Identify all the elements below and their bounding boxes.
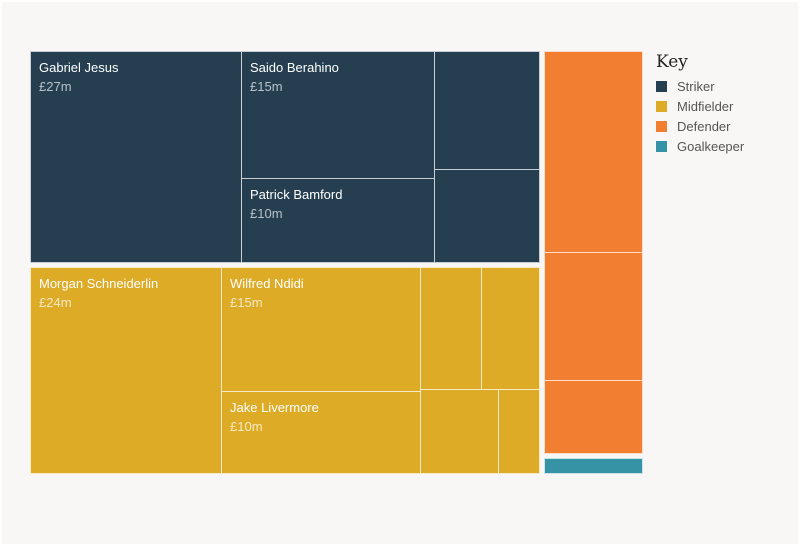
treemap-tile-defender xyxy=(544,380,643,454)
treemap-tile-midfielder xyxy=(481,267,540,390)
tile-fee-label: £27m xyxy=(39,79,72,94)
treemap-tile-striker: Saido Berahino £15m xyxy=(241,51,435,179)
tile-fee-label: £10m xyxy=(230,419,263,434)
tile-player-name: Morgan Schneiderlin xyxy=(39,276,159,291)
legend-item-midfielder: Midfielder xyxy=(656,96,744,116)
tile-player-name: Wilfred Ndidi xyxy=(230,276,304,291)
treemap-tile-midfielder xyxy=(498,389,540,474)
treemap-tile-midfielder xyxy=(420,267,482,390)
treemap-tile-midfielder: Wilfred Ndidi £15m xyxy=(221,267,421,392)
legend-swatch-midfielder xyxy=(656,100,667,112)
treemap-tile-midfielder xyxy=(420,389,499,474)
treemap-tile-defender xyxy=(544,252,643,381)
treemap-tile-midfielder: Jake Livermore £10m xyxy=(221,391,421,474)
treemap-tile-midfielder: Morgan Schneiderlin £24m xyxy=(30,267,222,474)
treemap-tile-striker xyxy=(434,169,540,263)
tile-player-name: Gabriel Jesus xyxy=(39,60,119,75)
legend-label-striker: Striker xyxy=(677,78,715,94)
tile-fee-label: £24m xyxy=(39,295,72,310)
tile-player-name: Patrick Bamford xyxy=(250,187,343,202)
tile-fee-label: £10m xyxy=(250,206,283,221)
treemap-tile-goalkeeper xyxy=(544,458,643,474)
legend-swatch-defender xyxy=(656,120,667,132)
legend-item-defender: Defender xyxy=(656,116,744,136)
treemap-tile-striker xyxy=(434,51,540,170)
tile-player-name: Saido Berahino xyxy=(250,60,339,75)
tile-fee-label: £15m xyxy=(230,295,263,310)
tile-fee-label: £15m xyxy=(250,79,283,94)
legend-item-goalkeeper: Goalkeeper xyxy=(656,136,744,156)
legend-label-midfielder: Midfielder xyxy=(677,98,734,114)
treemap-tile-striker: Gabriel Jesus £27m xyxy=(30,51,242,263)
legend-swatch-goalkeeper xyxy=(656,140,667,152)
treemap-tile-striker: Patrick Bamford £10m xyxy=(241,178,435,263)
tile-player-name: Jake Livermore xyxy=(230,400,319,415)
legend: Key Striker Midfielder Defender Goalkeep… xyxy=(656,52,744,156)
legend-label-defender: Defender xyxy=(677,118,731,134)
legend-label-goalkeeper: Goalkeeper xyxy=(677,138,745,154)
legend-swatch-striker xyxy=(656,80,667,92)
legend-item-striker: Striker xyxy=(656,76,744,96)
treemap-tile-defender xyxy=(544,51,643,253)
legend-title: Key xyxy=(656,52,688,72)
